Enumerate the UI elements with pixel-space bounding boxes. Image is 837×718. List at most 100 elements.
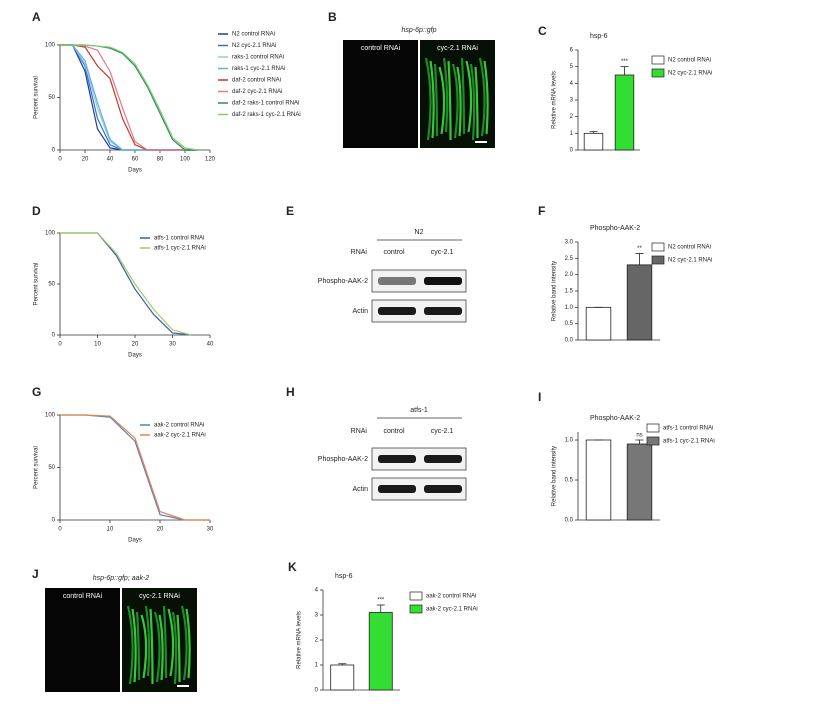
y-tick-label: 4 xyxy=(570,81,574,87)
strain-label: atfs-1 xyxy=(410,407,428,414)
worm xyxy=(126,605,134,685)
worm xyxy=(135,611,141,681)
panel-letter: G xyxy=(32,385,41,399)
panel-letter: H xyxy=(286,385,295,399)
bar xyxy=(626,264,653,341)
worm xyxy=(144,605,151,677)
lane-label: control xyxy=(383,428,404,435)
panel-letter: F xyxy=(538,204,545,218)
survival-curve xyxy=(60,44,198,151)
y-tick-label: 3.0 xyxy=(565,240,574,246)
image-title: hsp-6p::gfp; aak-2 xyxy=(93,575,150,582)
worm xyxy=(429,60,435,139)
panel-letter: J xyxy=(32,567,39,581)
scale-bar xyxy=(475,141,487,143)
worm xyxy=(438,66,446,135)
worm xyxy=(153,611,161,683)
legend-label: aak-2 control RNAi xyxy=(426,594,476,600)
scale-bar xyxy=(177,685,189,687)
band xyxy=(424,485,462,493)
lane-label: cyc-2.1 xyxy=(431,428,454,435)
chart-title: Phospho-AAK-2 xyxy=(590,415,640,422)
worm xyxy=(424,57,432,141)
y-tick-label: 1 xyxy=(315,663,319,669)
x-axis-label: Days xyxy=(128,168,142,174)
y-tick-label: 4 xyxy=(315,588,319,594)
bar xyxy=(585,306,612,341)
worm xyxy=(451,63,459,139)
lane-label: cyc-2.1 xyxy=(431,249,454,256)
x-tick-label: 10 xyxy=(107,527,114,533)
legend-swatch xyxy=(651,255,665,265)
y-axis-label: Percent survival xyxy=(34,76,40,119)
x-tick-label: 0 xyxy=(58,157,62,163)
legend-label: N2 cyc-2.1 RNAi xyxy=(668,258,712,264)
chart-title: Phospho-AAK-2 xyxy=(590,225,640,232)
x-axis-label: Days xyxy=(128,353,142,359)
y-tick-label: 6 xyxy=(570,48,574,54)
y-tick-label: 100 xyxy=(45,413,56,419)
y-tick-label: 2.5 xyxy=(565,256,574,262)
legend-swatch xyxy=(409,604,423,614)
x-tick-label: 120 xyxy=(205,157,216,163)
panel-letter: C xyxy=(538,24,547,38)
legend-label: N2 cyc-2.1 RNAi xyxy=(232,43,276,49)
worm xyxy=(149,608,154,685)
y-tick-label: 1 xyxy=(570,131,574,137)
y-tick-label: 0 xyxy=(570,148,574,154)
control-image xyxy=(45,588,120,692)
y-tick-label: 0.5 xyxy=(565,478,574,484)
worm xyxy=(469,63,476,141)
worm xyxy=(167,608,175,677)
y-tick-label: 0 xyxy=(52,148,56,154)
y-tick-label: 50 xyxy=(48,465,55,471)
panel-letter: K xyxy=(288,560,297,574)
significance: ns xyxy=(636,433,642,439)
x-tick-label: 0 xyxy=(58,527,62,533)
x-tick-label: 60 xyxy=(132,157,139,163)
panel-letter: B xyxy=(328,10,337,24)
y-tick-label: 0.0 xyxy=(565,338,574,344)
legend-label: raks-1 cyc-2.1 RNAi xyxy=(232,66,285,72)
x-tick-label: 20 xyxy=(82,157,89,163)
image-label: cyc-2.1 RNAi xyxy=(437,45,478,52)
chart-title: hsp-6 xyxy=(590,33,608,40)
panel-letter: I xyxy=(538,390,541,404)
worm xyxy=(474,66,479,139)
y-tick-label: 0 xyxy=(315,688,319,694)
worm xyxy=(158,614,164,681)
worm xyxy=(171,611,178,685)
y-tick-label: 0 xyxy=(52,518,56,524)
y-tick-label: 2 xyxy=(570,114,574,120)
worm xyxy=(447,60,452,141)
bar xyxy=(330,664,355,691)
blot-frame xyxy=(371,477,467,501)
significance: *** xyxy=(621,59,629,65)
blot-frame xyxy=(371,299,467,323)
legend-label: N2 control RNAi xyxy=(668,245,711,251)
legend-label: atfs-1 cyc-2.1 RNAi xyxy=(154,246,206,252)
y-axis-label: Relative band intensity xyxy=(552,261,558,321)
y-tick-label: 0 xyxy=(52,333,56,339)
y-tick-label: 1.0 xyxy=(565,438,574,444)
worm xyxy=(131,608,137,683)
worm xyxy=(478,57,486,137)
survival-curve xyxy=(60,232,192,336)
legend-label: daf-2 control RNAi xyxy=(232,78,281,84)
worm xyxy=(180,605,188,681)
image-title: hsp-6p::gfp xyxy=(401,27,436,34)
bar xyxy=(583,132,604,151)
legend-label: N2 control RNAi xyxy=(232,32,275,38)
band xyxy=(378,277,416,285)
x-tick-label: 30 xyxy=(207,527,214,533)
blot-frame xyxy=(371,447,467,471)
y-tick-label: 0.0 xyxy=(565,518,574,524)
legend-swatch xyxy=(651,55,665,65)
legend-label: daf-2 cyc-2.1 RNAi xyxy=(232,89,282,95)
band xyxy=(378,485,416,493)
image-label: control RNAi xyxy=(63,593,103,600)
y-tick-label: 50 xyxy=(48,95,55,101)
legend-swatch xyxy=(409,591,423,601)
worm xyxy=(465,60,473,133)
worm xyxy=(460,57,466,135)
